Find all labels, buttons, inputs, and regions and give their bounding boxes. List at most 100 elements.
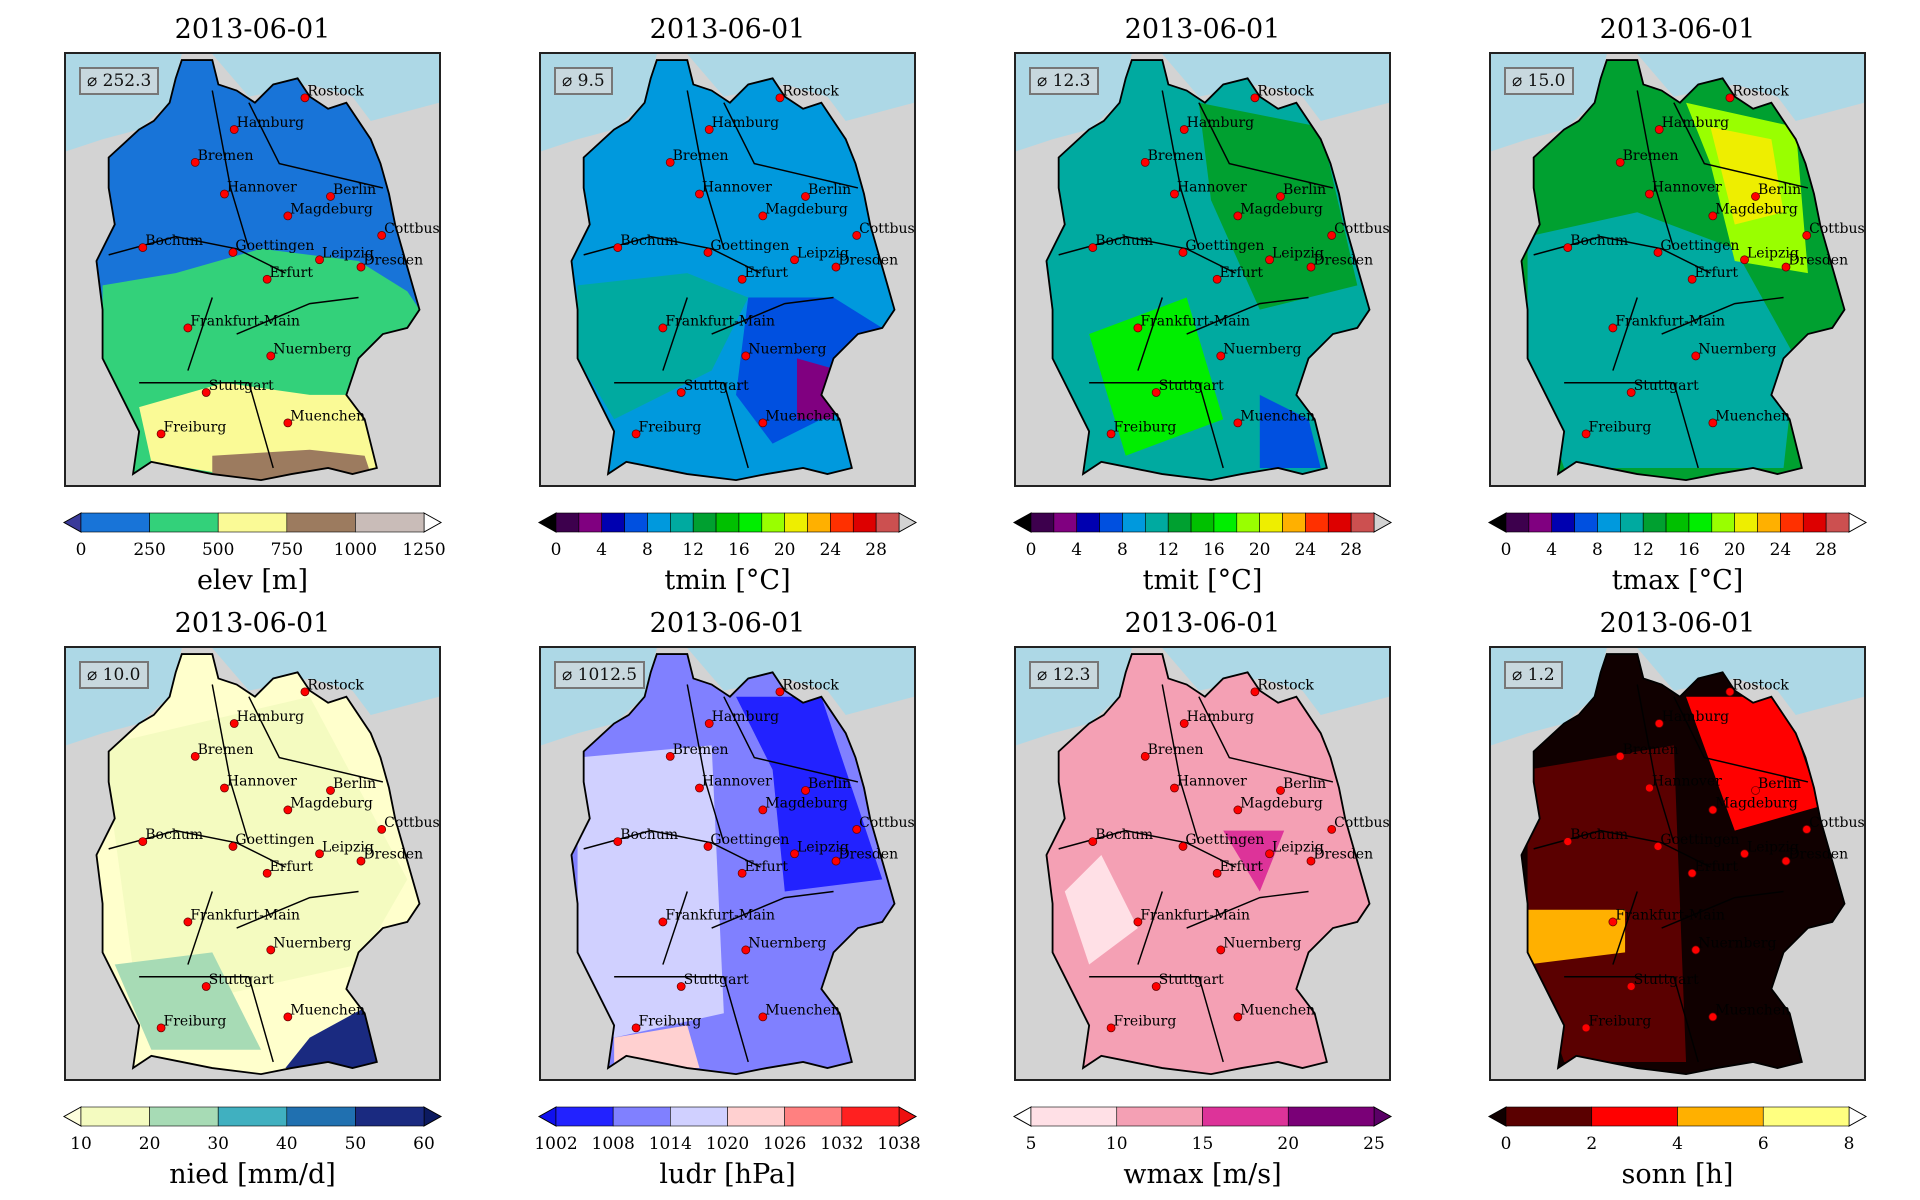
colorbar-tick-label: 500	[201, 540, 235, 560]
city-label: Hannover	[1652, 774, 1722, 790]
colorbar-tick-label: 4	[1546, 540, 1558, 560]
city-label: Freiburg	[639, 1013, 702, 1029]
mean-value-box: ⌀ 252.3	[79, 67, 160, 95]
state-borders	[1058, 90, 1334, 469]
country-border	[95, 653, 421, 1076]
map-field-region	[1527, 909, 1626, 965]
colorbar-tick-label: 12	[1157, 540, 1180, 560]
city-label: Stuttgart	[1159, 378, 1225, 394]
city-marker	[1106, 429, 1116, 439]
colorbar-tick-label: 20	[1248, 540, 1271, 560]
colorbar-tick-label: 750	[270, 540, 304, 560]
city-label: Magdeburg	[765, 796, 848, 812]
colorbar	[537, 512, 918, 533]
city-marker	[1106, 1023, 1116, 1033]
panel-title: 2013-06-01	[649, 608, 806, 639]
city-label: Rostock	[1732, 677, 1789, 693]
colorbar-tick-label: 8	[642, 540, 653, 560]
colorbar-label: tmax [°C]	[1611, 565, 1744, 596]
city-marker	[266, 945, 276, 955]
colorbar-bin	[1665, 512, 1690, 533]
colorbar-bin	[1528, 512, 1553, 533]
colorbar-tick-label: 20	[1723, 540, 1746, 560]
city-marker	[1216, 945, 1226, 955]
colorbar-bin	[1734, 512, 1758, 533]
city-label: Stuttgart	[209, 972, 275, 988]
colorbar-bin	[149, 512, 219, 533]
city-label: Leipzig	[1747, 839, 1799, 855]
city-label: Dresden	[1313, 253, 1373, 269]
city-marker	[1178, 842, 1188, 851]
city-marker	[201, 388, 211, 397]
city-label: Muenchen	[1240, 1002, 1315, 1018]
city-marker	[1250, 687, 1260, 697]
city-marker	[1133, 323, 1143, 333]
colorbar-bin	[1122, 512, 1146, 533]
city-marker	[1581, 1023, 1591, 1033]
city-marker	[1306, 262, 1316, 272]
city-label: Bremen	[1623, 148, 1679, 164]
city-label: Bochum	[145, 233, 203, 249]
map-field-region	[1259, 394, 1321, 468]
colorbar-extend-low	[537, 1106, 557, 1127]
city-label: Stuttgart	[1634, 972, 1700, 988]
city-label: Magdeburg	[290, 202, 373, 218]
colorbar-bin	[1762, 1106, 1850, 1127]
colorbar-extend-low	[62, 1106, 82, 1127]
colorbar-tick-label: 24	[819, 540, 842, 560]
colorbar-bin	[578, 512, 603, 533]
city-marker	[356, 262, 366, 272]
mean-value-box: ⌀ 1012.5	[554, 661, 646, 689]
city-marker	[1608, 917, 1618, 927]
city-marker	[613, 243, 623, 252]
colorbar	[537, 1106, 918, 1127]
city-marker	[1751, 786, 1760, 795]
city-marker	[1740, 255, 1749, 265]
colorbar-tick-label: 25	[1363, 1134, 1385, 1154]
mean-value-box: ⌀ 12.3	[1029, 661, 1099, 689]
colorbar-extend-high	[1848, 1106, 1868, 1127]
sea-area	[1491, 648, 1864, 746]
city-marker	[1654, 719, 1664, 728]
colorbar-extend-low	[62, 512, 82, 533]
city-marker	[1725, 687, 1735, 697]
city-label: Hamburg	[712, 115, 780, 131]
city-marker	[156, 429, 166, 439]
city-label: Nuernberg	[748, 936, 826, 952]
colorbar-extend-low	[1487, 1106, 1507, 1127]
colorbar-bin	[1711, 512, 1735, 533]
colorbar-bin	[217, 1106, 288, 1127]
city-marker	[1276, 786, 1285, 795]
colorbar-bin	[1505, 512, 1530, 533]
state-borders	[1533, 90, 1809, 469]
colorbar-bin	[647, 512, 671, 533]
colorbar	[1012, 1106, 1393, 1127]
city-marker	[1626, 388, 1636, 397]
city-label: Berlin	[1758, 776, 1801, 792]
colorbar-tick-label: 12	[682, 540, 705, 560]
city-label: Erfurt	[1695, 859, 1739, 875]
map-wmax: Rostock Hamburg Bremen Hannover Berlin Magdeb…	[1014, 646, 1391, 1081]
colorbar-svg	[1012, 512, 1393, 533]
panel-title: 2013-06-01	[1599, 14, 1756, 45]
map-field-region	[285, 1001, 377, 1069]
state-borders	[108, 684, 384, 1063]
city-marker	[1212, 274, 1222, 284]
city-label: Erfurt	[1220, 265, 1264, 281]
city-label: Leipzig	[797, 839, 849, 855]
colorbar-bin	[1802, 512, 1827, 533]
city-label: Magdeburg	[1240, 796, 1323, 812]
city-label: Magdeburg	[290, 796, 373, 812]
colorbar-bin	[692, 512, 717, 533]
city-marker	[283, 211, 293, 221]
city-marker	[658, 917, 668, 927]
city-label: Freiburg	[1114, 419, 1177, 435]
city-marker	[315, 849, 324, 859]
city-marker	[138, 837, 148, 846]
city-marker	[1645, 783, 1654, 793]
city-label: Rostock	[1732, 83, 1789, 99]
colorbar-bin	[80, 512, 150, 533]
city-marker	[1179, 125, 1189, 134]
